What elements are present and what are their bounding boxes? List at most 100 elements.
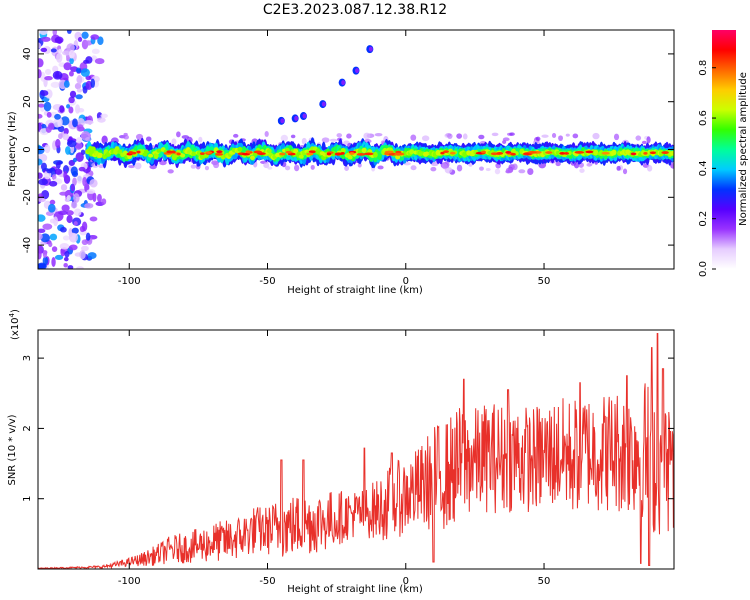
spectrogram-noise-blob (58, 48, 63, 54)
spectrogram-band-cell (357, 148, 363, 155)
spectrogram-faint-blob (167, 169, 174, 174)
spectrogram-peak-cell (166, 150, 173, 154)
spectrogram-noise-blob (84, 202, 94, 209)
spectrogram-faint-blob (478, 134, 485, 140)
spectrogram-peak-cell (481, 150, 486, 154)
spectrogram-noise-blob (89, 216, 98, 222)
spectrogram-noise-blob (74, 82, 82, 90)
snr-x-ticks: -100 -50 0 50 (118, 330, 550, 587)
spectrogram-noise-blob (41, 36, 51, 42)
x-tick-label: -50 (259, 276, 275, 287)
spectrogram-noise-blob (38, 103, 45, 108)
spectrogram-faint-blob (430, 161, 439, 167)
snr-y-multiplier: (x104) (8, 309, 21, 340)
y-tick-label: 20 (22, 95, 33, 108)
spectrogram-noise-blob (51, 257, 56, 267)
spectrogram-noise-blob (60, 226, 67, 233)
spectrogram-noise-blob (54, 113, 61, 120)
spectrogram-noise-blob (69, 57, 74, 65)
spectrogram-noise-blob (40, 90, 49, 97)
spectrogram-faint-blob (535, 136, 541, 142)
spectrogram-noise-blob (91, 48, 100, 54)
spectrogram-noise-blob (68, 136, 73, 141)
spectrogram-noise-blob (51, 246, 58, 253)
spectrogram-noise-blob (38, 214, 46, 222)
snr-x-axis-label: Height of straight line (km) (287, 584, 423, 595)
spectrogram-noise-blob (43, 101, 52, 112)
spectrogram-band-cell (424, 151, 430, 156)
spectrogram-faint-blob (176, 131, 181, 138)
spectrogram-band-cell (156, 148, 162, 153)
spectrogram-peak-cell (388, 152, 397, 156)
spectrogram-faint-blob (551, 132, 557, 138)
spectrogram-band-cell (347, 155, 353, 160)
spectrogram-noise-blob (61, 204, 70, 212)
spectrogram-band-cell (340, 147, 346, 154)
spectrogram-faint-blob (579, 168, 585, 173)
spectrogram-noise-blob (58, 133, 63, 140)
spectrogram-noise-blob (78, 166, 86, 172)
spectrogram-noise-blob (80, 68, 90, 77)
colorbar-label: Normalized spectral amplitude (738, 72, 749, 226)
spectrogram-noise-blob (38, 113, 43, 119)
spectrogram-trace-blob (321, 101, 326, 107)
spectrogram-noise-blob (65, 146, 71, 155)
spectrogram-noise-blob (38, 158, 43, 166)
y-tick-label: -40 (22, 237, 33, 253)
spectrogram-band-cell (191, 151, 197, 157)
spectrogram-faint-blob (491, 132, 499, 137)
spectrogram-noise-blob (52, 70, 63, 80)
spectrogram-faint-blob (646, 165, 653, 172)
spectrogram-noise-blob (76, 266, 84, 269)
spectrogram-noise-blob (60, 247, 66, 257)
spectrogram-peak-cell (205, 151, 213, 155)
spectrogram-faint-blob (462, 133, 468, 140)
spectrogram-noise-blob (49, 199, 56, 205)
spectrogram-peak-cell (384, 152, 389, 156)
spectrogram-faint-blob (181, 135, 190, 139)
colorbar-tick-label: 0.0 (698, 261, 709, 277)
spectrogram-noise-blob (84, 40, 93, 46)
spectrogram-noise-blob (75, 104, 81, 114)
spectrogram-noise-blob (48, 180, 58, 187)
spectrogram-noise-blob (73, 221, 78, 226)
spectrogram-peak-cell (527, 151, 537, 154)
spectrogram-noise-blob (66, 30, 72, 34)
spectrogram-trace-blob (341, 80, 346, 86)
spectrogram-faint-blob (641, 140, 647, 145)
spectrogram-noise-blob (40, 233, 51, 243)
spectrogram-band-cell (249, 155, 255, 160)
spectrogram-noise-blob (60, 184, 68, 191)
spectrogram-peak-cell (443, 150, 449, 154)
spectrogram-noise-blob (75, 152, 84, 162)
spectrogram-peak-cell (136, 150, 141, 154)
y-tick-label: 2 (22, 425, 33, 431)
spectrogram-noise-blob (85, 56, 93, 64)
spectrogram-faint-blob (344, 165, 349, 172)
x-tick-label: 0 (403, 276, 409, 287)
y-tick-label: 1 (22, 496, 33, 502)
spectrogram-faint-blob (421, 135, 430, 142)
spectrogram-noise-blob (40, 162, 47, 171)
spectrogram-faint-blob (321, 137, 330, 143)
spectrogram-noise-blob (72, 118, 78, 128)
spectrogram-faint-blob (635, 135, 642, 141)
spectrogram-noise-blob (76, 74, 83, 85)
spectrogram-faint-blob (301, 137, 307, 145)
spectrogram-noise-blob (76, 137, 83, 144)
spectrogram-faint-blob (616, 165, 621, 171)
spectrogram-peak-cell (245, 150, 251, 154)
colorbar-tick-label: 0.2 (698, 211, 709, 227)
spectrogram-noise-blob (60, 116, 70, 126)
spectrogram-peak-cell (559, 151, 566, 155)
spectrogram-faint-blob (670, 162, 674, 169)
spectrogram-peak-cell (394, 152, 403, 156)
spectrogram-panel: -100 -50 0 50 -40 -20 0 20 40 Height of straigh… (7, 29, 675, 296)
spectrogram-noise-blob (50, 81, 61, 88)
spectrogram-noise-blob (80, 245, 89, 252)
spectrogram-noise-blob (54, 36, 64, 44)
spectrogram-noise-blob (81, 239, 88, 246)
spectrogram-noise-blob (56, 52, 63, 63)
spectrogram-peak-cell (630, 152, 637, 156)
spectrogram-noise-blob (72, 177, 77, 186)
